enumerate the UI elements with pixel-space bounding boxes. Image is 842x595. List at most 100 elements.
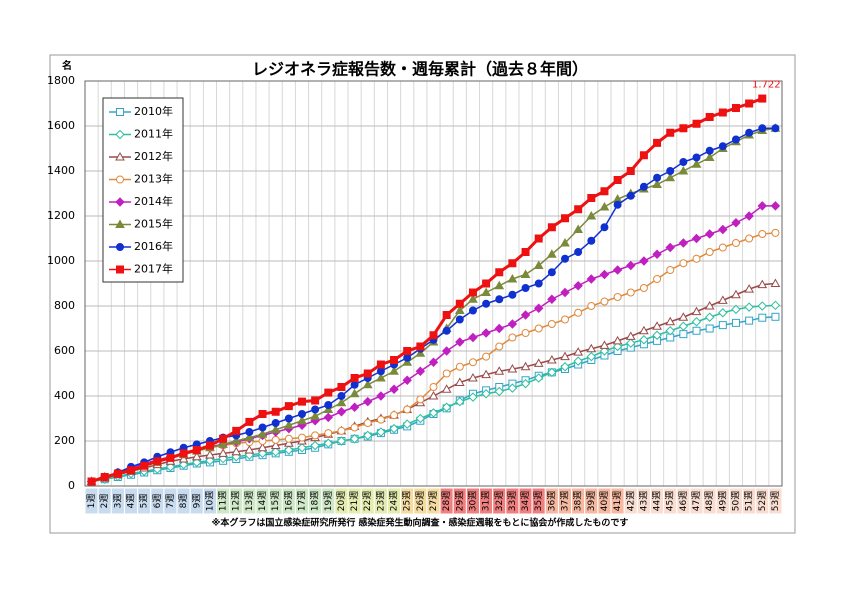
marker: [731, 218, 741, 228]
marker: [245, 417, 254, 426]
marker: [639, 182, 648, 191]
marker: [100, 473, 109, 481]
legend-label: 2015年: [134, 217, 173, 231]
marker: [508, 333, 517, 342]
marker: [600, 223, 609, 232]
marker: [205, 455, 215, 466]
marker: [349, 388, 360, 398]
marker: [520, 269, 531, 278]
marker: [770, 201, 781, 211]
data-label: 1.722: [752, 80, 781, 91]
marker: [468, 294, 478, 303]
marker: [116, 265, 124, 274]
marker: [337, 383, 346, 391]
marker: [297, 433, 306, 442]
marker: [653, 275, 662, 283]
marker: [639, 284, 648, 292]
marker: [665, 316, 676, 326]
marker: [481, 369, 491, 379]
marker: [692, 119, 701, 128]
x-tick-label: 20週: [336, 491, 347, 511]
marker: [166, 453, 175, 462]
marker: [771, 124, 780, 133]
marker: [363, 369, 372, 378]
marker: [442, 369, 451, 378]
x-tick-label: 12週: [231, 491, 242, 511]
marker: [520, 361, 531, 371]
marker: [468, 372, 478, 382]
marker: [376, 391, 386, 401]
marker: [560, 237, 570, 247]
marker: [311, 431, 320, 440]
marker: [679, 158, 688, 166]
marker: [586, 343, 597, 353]
marker: [494, 280, 505, 290]
marker: [612, 335, 623, 345]
marker: [758, 124, 767, 133]
marker: [547, 367, 557, 378]
marker: [744, 284, 754, 293]
marker: [495, 268, 504, 277]
marker: [191, 451, 202, 461]
marker: [679, 259, 688, 268]
marker: [757, 201, 767, 211]
marker: [284, 414, 293, 423]
marker: [678, 312, 689, 321]
marker: [336, 397, 347, 407]
marker: [324, 429, 333, 438]
x-tick-label: 48週: [704, 491, 715, 511]
marker: [507, 273, 518, 283]
y-tick-label: 1200: [47, 209, 75, 222]
y-tick-label: 800: [54, 299, 75, 312]
marker: [310, 440, 320, 451]
marker: [547, 294, 557, 304]
marker: [626, 338, 636, 348]
marker: [731, 104, 740, 112]
marker: [534, 373, 544, 383]
marker: [745, 128, 754, 137]
marker: [678, 321, 689, 331]
marker: [599, 346, 610, 356]
marker: [626, 260, 636, 271]
y-unit: 名: [62, 59, 72, 72]
marker: [678, 238, 689, 248]
marker: [389, 366, 399, 375]
marker: [758, 230, 767, 238]
marker: [441, 402, 452, 412]
marker: [283, 420, 294, 429]
marker: [692, 326, 701, 335]
marker: [468, 358, 477, 367]
marker: [652, 330, 662, 340]
marker: [324, 401, 333, 409]
marker: [468, 392, 478, 402]
marker: [573, 356, 583, 366]
marker: [534, 234, 543, 243]
marker: [350, 380, 359, 389]
marker: [403, 353, 412, 362]
marker: [745, 234, 754, 243]
marker: [115, 219, 125, 228]
marker: [376, 372, 386, 382]
marker: [745, 316, 754, 325]
marker: [639, 335, 649, 345]
x-tick-label: 15週: [270, 491, 281, 511]
marker: [454, 377, 465, 386]
marker: [521, 284, 530, 292]
marker: [665, 242, 675, 253]
marker: [613, 293, 622, 301]
x-tick-label: 43週: [638, 491, 649, 511]
marker: [612, 265, 623, 275]
marker: [441, 384, 452, 393]
marker: [455, 299, 464, 308]
x-tick-label: 1週: [86, 494, 97, 509]
marker: [573, 347, 584, 356]
marker: [271, 419, 280, 427]
marker: [520, 378, 531, 389]
marker: [626, 167, 635, 175]
marker: [704, 229, 715, 239]
x-tick-label: 33週: [507, 491, 518, 511]
x-tick-label: 35週: [533, 491, 544, 511]
x-tick-label: 25週: [402, 491, 413, 511]
marker: [691, 317, 702, 327]
marker: [336, 407, 347, 417]
